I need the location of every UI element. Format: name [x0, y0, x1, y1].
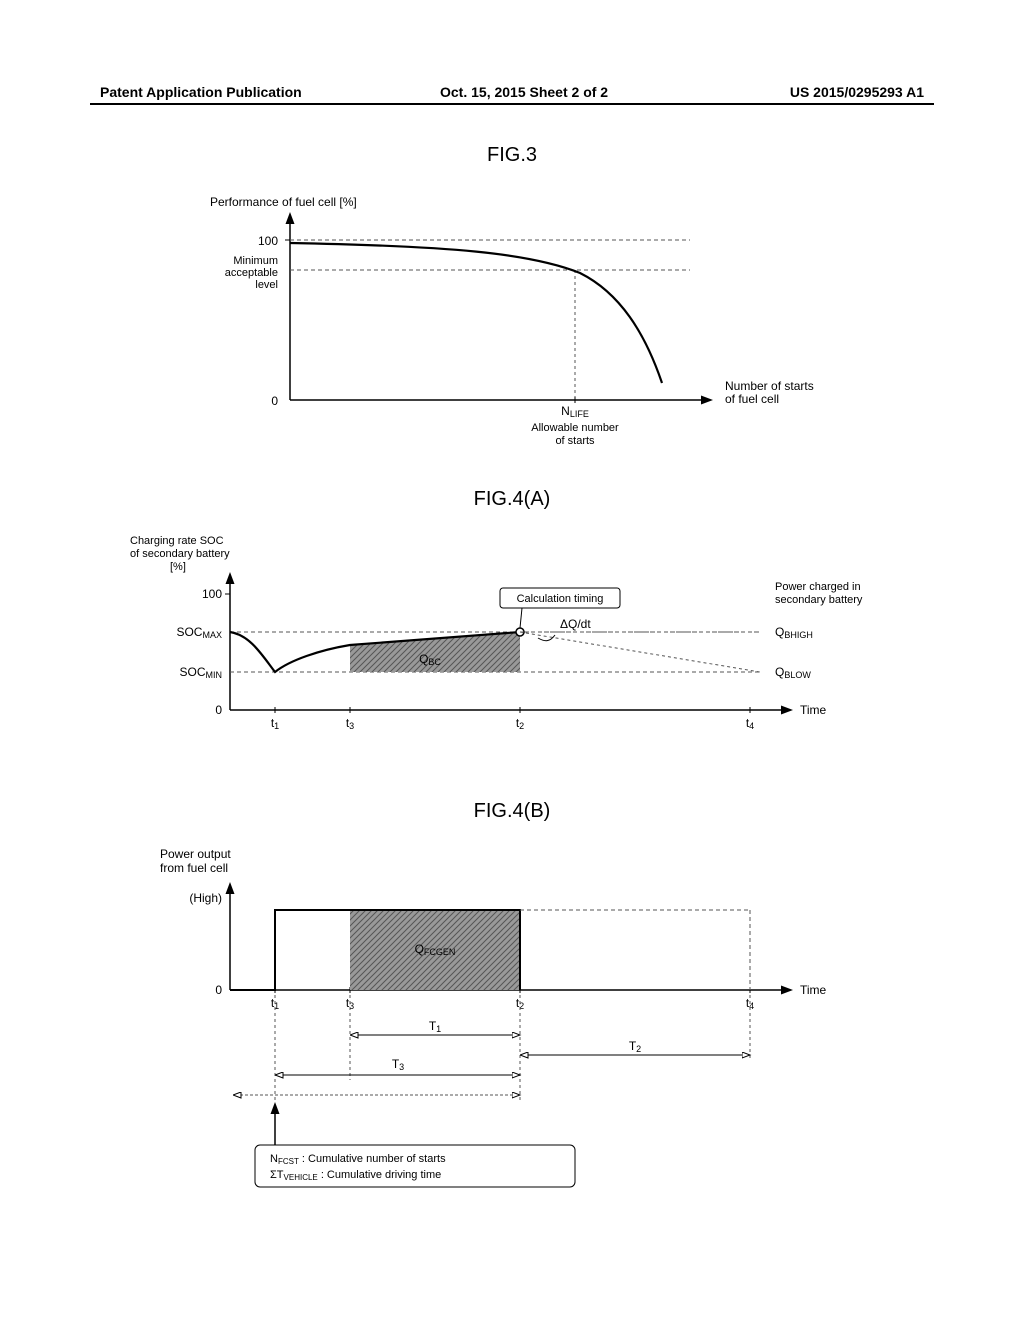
fig4b-T3: T3 — [392, 1057, 404, 1072]
fig3-chart: Performance of fuel cell [%] 100 Minimum… — [180, 190, 880, 450]
fig4b-chart: Power output from fuel cell (High) 0 t1 … — [100, 840, 950, 1220]
fig3-ymin1: Minimum — [233, 255, 278, 267]
header-right: US 2015/0295293 A1 — [790, 84, 924, 100]
fig4a-calc: Calculation timing — [517, 593, 604, 605]
fig4a-time: Time — [800, 703, 827, 717]
fig4b-title: FIG.4(B) — [0, 800, 1024, 823]
fig4b-time: Time — [800, 983, 827, 997]
fig4a-socmin: SOCMIN — [179, 665, 222, 680]
fig4a-qblow: QBLOW — [775, 665, 811, 680]
fig4b-yl1: Power output — [160, 847, 231, 861]
fig4a-title: FIG.4(A) — [0, 488, 1024, 511]
fig4a-yl1: Charging rate SOC — [130, 535, 224, 547]
header-left: Patent Application Publication — [100, 84, 302, 100]
fig4b-T1: T1 — [429, 1019, 441, 1034]
fig4b-zero: 0 — [215, 983, 222, 997]
fig3-curve — [290, 243, 662, 383]
header-center: Oct. 15, 2015 Sheet 2 of 2 — [440, 84, 608, 100]
fig4b-T2: T2 — [629, 1039, 641, 1054]
fig3-title: FIG.3 — [0, 144, 1024, 167]
fig3-ymin3: level — [255, 279, 278, 291]
fig4a-calc-lead — [520, 608, 522, 628]
header-rule — [90, 103, 934, 105]
fig4a-dqdt: ΔQ/dt — [560, 617, 591, 631]
fig3-allowable2: of starts — [555, 435, 595, 447]
fig3-y0: 0 — [271, 394, 278, 408]
fig3-y100: 100 — [258, 234, 278, 248]
fig4a-t3: t3 — [346, 716, 354, 731]
fig4a-yl2: of secondary battery — [130, 548, 230, 560]
fig3-allowable1: Allowable number — [531, 422, 619, 434]
fig3-nlife: NLIFE — [561, 404, 589, 419]
fig4a-yl3: [%] — [170, 561, 186, 573]
fig4a-chart: Charging rate SOC of secondary battery [… — [100, 530, 950, 760]
fig4a-socmax: SOCMAX — [176, 625, 222, 640]
fig3-ylabel: Performance of fuel cell [%] — [210, 195, 357, 209]
fig4a-qbhigh: QBHIGH — [775, 625, 813, 640]
fig4a-rl2: secondary battery — [775, 594, 863, 606]
fig3-xlabel2: of fuel cell — [725, 392, 779, 406]
fig3-ymin2: acceptable — [225, 267, 278, 279]
fig3-xlabel1: Number of starts — [725, 379, 814, 393]
fig4a-100: 100 — [202, 587, 222, 601]
fig4a-t2: t2 — [516, 716, 524, 731]
fig4a-proj-low — [520, 632, 760, 672]
fig4a-t1: t1 — [271, 716, 279, 731]
fig4a-t4: t4 — [746, 716, 754, 731]
fig4a-rl1: Power charged in — [775, 581, 861, 593]
fig4a-0: 0 — [215, 703, 222, 717]
fig4b-high: (High) — [189, 891, 222, 905]
fig4b-yl2: from fuel cell — [160, 861, 228, 875]
